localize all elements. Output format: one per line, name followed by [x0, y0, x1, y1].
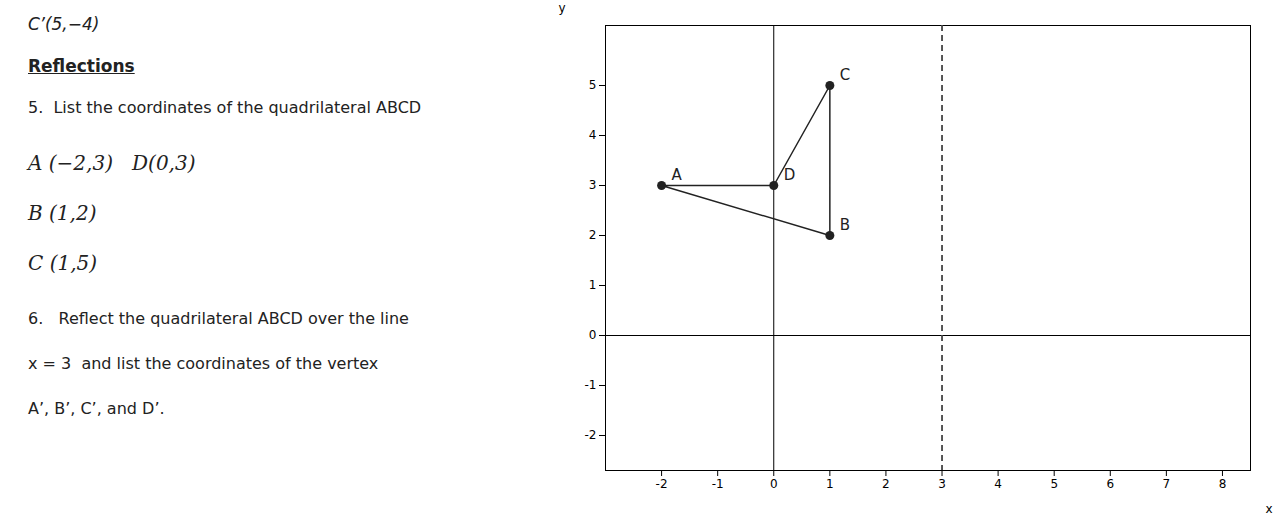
svg-text:0: 0 — [770, 477, 778, 491]
svg-text:0: 0 — [589, 328, 597, 342]
html-text:A (−2,3) D(0,3): A (−2,3) D(0,3) — [28, 151, 196, 175]
svg-text:B: B — [840, 216, 850, 234]
svg-text:-2: -2 — [585, 428, 597, 442]
svg-text:1: 1 — [589, 278, 597, 292]
svg-text:3: 3 — [589, 178, 597, 192]
svg-text:4: 4 — [589, 128, 597, 142]
html-text:5. List the coordinates of the: 5. List the coordinates of the quadrilat… — [28, 98, 422, 117]
svg-text:4: 4 — [994, 477, 1002, 491]
svg-text:7: 7 — [1163, 477, 1171, 491]
svg-text:1: 1 — [826, 477, 834, 491]
svg-text:A: A — [672, 166, 683, 184]
svg-text:-1: -1 — [585, 378, 597, 392]
svg-text:2: 2 — [589, 228, 597, 242]
svg-text:-2: -2 — [656, 477, 668, 491]
html-text:x = 3 and list the coordinates: x = 3 and list the coordinates of the ve… — [28, 354, 379, 373]
svg-text:3: 3 — [938, 477, 946, 491]
svg-text:C: C — [840, 66, 850, 84]
html-text:C (1,5): C (1,5) — [28, 251, 98, 275]
html-text:C’(5,−4): C’(5,−4) — [28, 14, 100, 34]
html-text:Reflections: Reflections — [28, 56, 135, 76]
svg-text:6: 6 — [1106, 477, 1114, 491]
html-text:6. Reflect the quadrilateral A: 6. Reflect the quadrilateral ABCD over t… — [28, 309, 409, 328]
svg-text:8: 8 — [1219, 477, 1227, 491]
svg-text:D: D — [784, 166, 796, 184]
svg-text:5: 5 — [1050, 477, 1058, 491]
svg-text:5: 5 — [589, 78, 597, 92]
html-text:A’, B’, C’, and D’.: A’, B’, C’, and D’. — [28, 399, 165, 418]
svg-text:x: x — [1265, 502, 1272, 515]
html-text:B (1,2): B (1,2) — [28, 201, 97, 225]
svg-text:2: 2 — [882, 477, 890, 491]
svg-text:-1: -1 — [712, 477, 724, 491]
svg-text:y: y — [559, 1, 566, 15]
